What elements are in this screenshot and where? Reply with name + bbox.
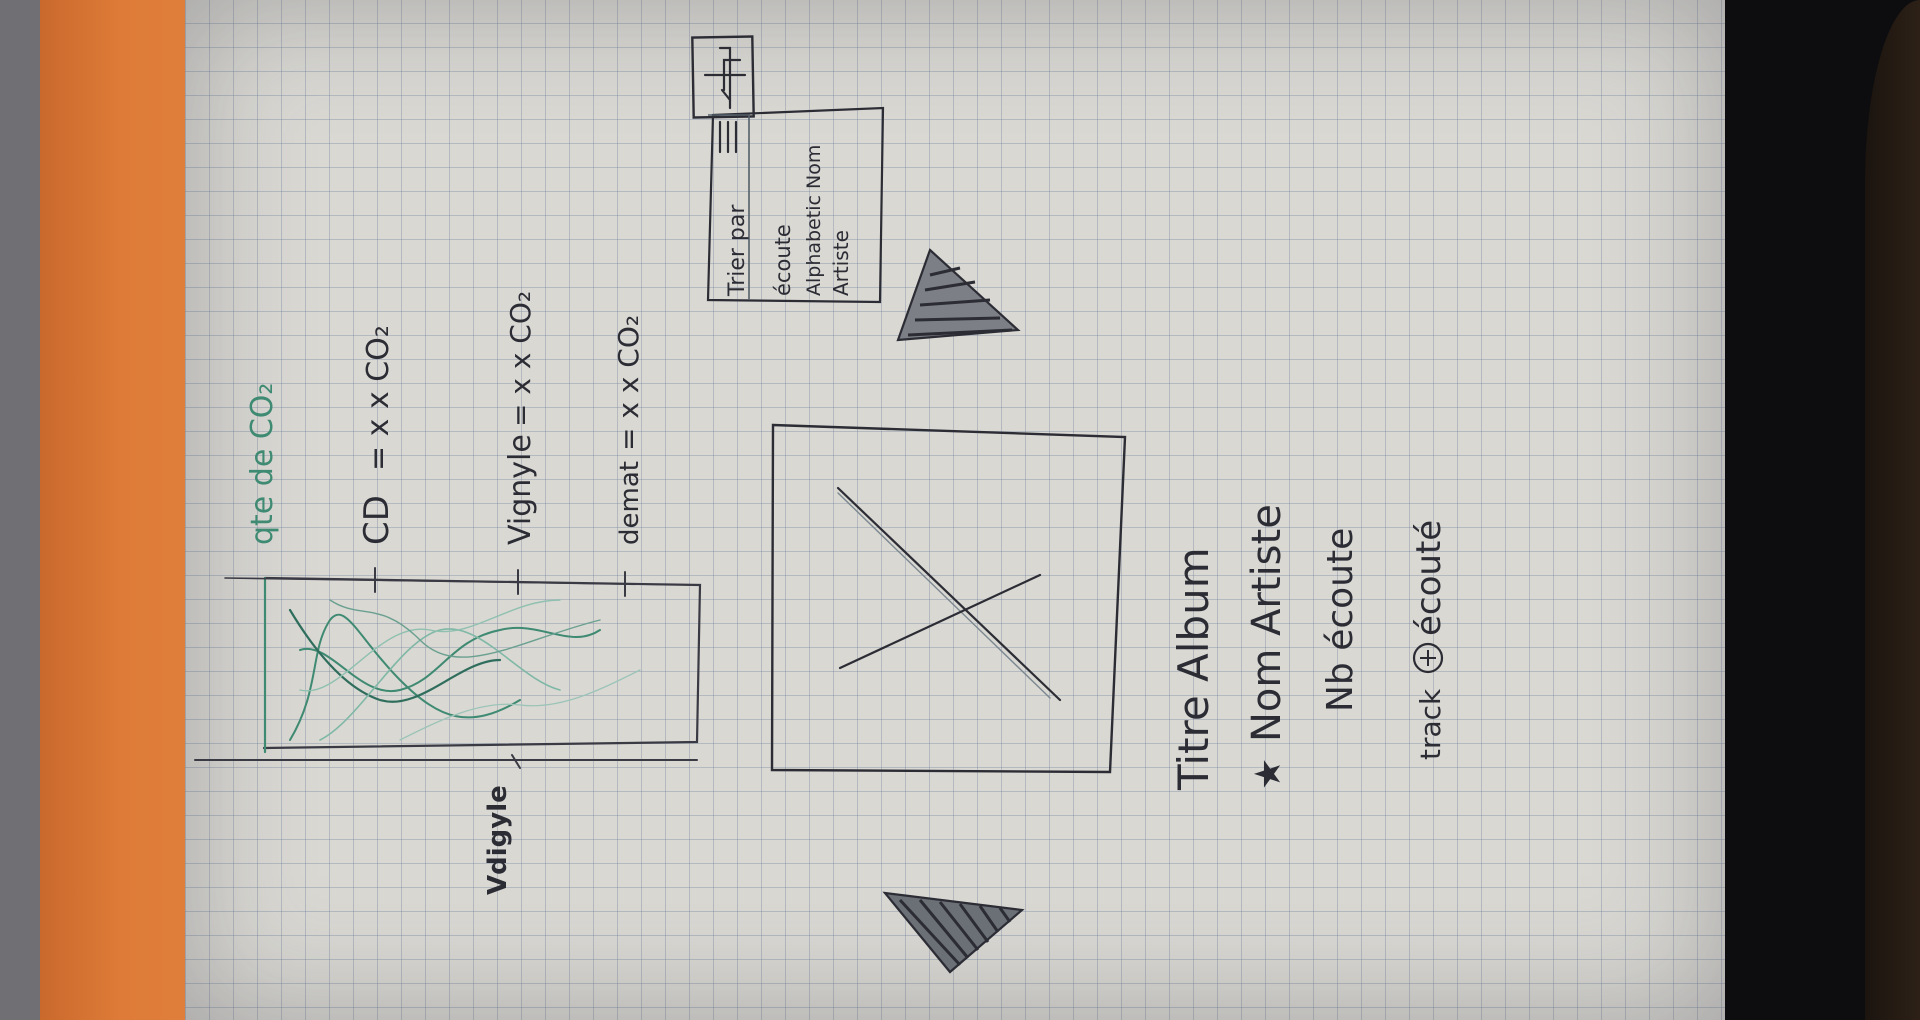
- album-cover-placeholder[interactable]: [770, 423, 1127, 774]
- sort-option-ecoute[interactable]: écoute: [771, 224, 795, 296]
- tick-label-cd: CD = x x CO₂: [357, 325, 397, 545]
- album-title: Titre Album: [1169, 547, 1218, 791]
- sort-order-button[interactable]: [691, 35, 755, 119]
- legend-label-demat: demat: [615, 461, 645, 545]
- star-icon[interactable]: ★: [1248, 758, 1289, 790]
- sort-option-list: écoute: [771, 224, 795, 296]
- triangle-arrow-icon: [882, 891, 1025, 974]
- wood-background: [1865, 0, 1920, 1020]
- triangle-arrow-icon: [896, 248, 1021, 342]
- hamburger-icon[interactable]: [718, 120, 738, 154]
- track-label: track: [1414, 688, 1447, 760]
- tick-label-demat: demat = x x CO₂: [612, 315, 645, 545]
- legend-label-vignyle: Vignyle: [503, 434, 538, 545]
- sort-option-alpha-row: Alphabetic Nom: [803, 145, 825, 296]
- track-listened-label: écouté: [1409, 520, 1449, 636]
- sort-option-alphabetic[interactable]: Alphabetic Nom: [803, 145, 825, 296]
- album-artist-row: ★ Nom Artiste: [1244, 504, 1290, 790]
- legend-value-vignyle: = x x CO₂: [504, 291, 537, 427]
- sort-order-arrows-icon: [703, 46, 747, 110]
- tick-label-vignyle: Vignyle = x x CO₂: [503, 291, 538, 545]
- sort-option-artist-row: Artiste: [829, 230, 853, 296]
- grid-paper: [185, 0, 1725, 1020]
- prev-arrow-button[interactable]: [882, 891, 1025, 974]
- album-listen-count: Nb écoute: [1320, 528, 1361, 712]
- image-placeholder-icon: [836, 486, 1062, 702]
- axis-title: qte de CO₂: [245, 383, 280, 545]
- legend-value-demat: = x x CO₂: [612, 315, 645, 451]
- side-label: Vdigyle: [483, 785, 513, 895]
- sort-label: Trier par: [725, 204, 750, 297]
- plus-circle-icon[interactable]: [1412, 642, 1444, 674]
- next-arrow-button[interactable]: [896, 248, 1021, 342]
- album-artist: Nom Artiste: [1244, 504, 1290, 742]
- legend-label-cd: CD: [357, 495, 397, 545]
- co2-chart: [194, 567, 702, 769]
- sort-option-artiste[interactable]: Artiste: [829, 230, 853, 296]
- sort-panel[interactable]: [706, 106, 885, 304]
- track-row[interactable]: track écouté: [1409, 520, 1449, 760]
- legend-value-cd: = x x CO₂: [361, 325, 396, 471]
